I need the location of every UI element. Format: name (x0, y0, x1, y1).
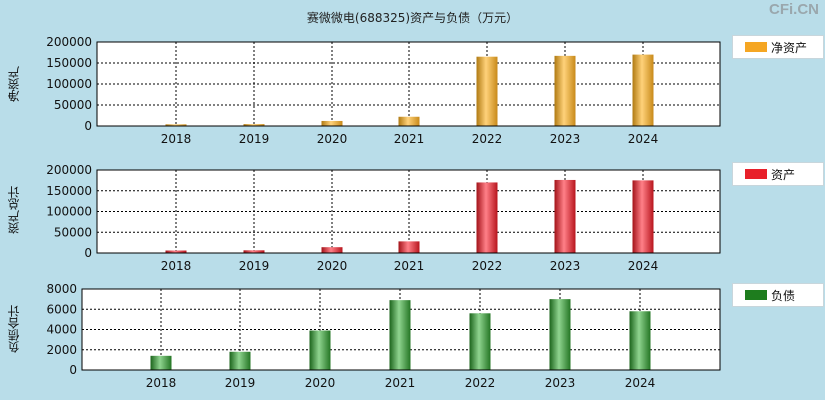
x-tick-label: 2022 (472, 259, 503, 273)
bar-2022 (469, 313, 491, 370)
y-tick-label: 6000 (46, 302, 77, 316)
y-axis-label-total-liabilities: 负债合计 (7, 305, 21, 353)
legend-assets: 资产 (732, 162, 824, 186)
bar-2021 (398, 241, 420, 253)
bar-2022 (476, 56, 498, 127)
x-tick-label: 2019 (225, 376, 256, 390)
legend-label: 负债 (771, 289, 796, 303)
bar-2022 (476, 182, 498, 253)
bar-2020 (309, 330, 331, 370)
bar-2024 (632, 54, 654, 126)
x-tick-label: 2018 (161, 132, 192, 146)
y-tick-label: 50000 (54, 225, 92, 239)
y-tick-label: 100000 (46, 205, 92, 219)
bar-2023 (554, 55, 576, 126)
bar-2024 (632, 180, 654, 253)
x-tick-label: 2018 (146, 376, 177, 390)
x-tick-label: 2021 (394, 259, 425, 273)
chart-panel-0: 0 50000 100000 150000 200000 2018 2019 2020 2021… (46, 35, 721, 146)
x-tick-label: 2023 (550, 259, 581, 273)
x-tick-label: 2024 (628, 259, 659, 273)
legend-swatch-icon (745, 42, 767, 52)
watermark-logo: CFi.CN (769, 1, 819, 18)
y-tick-label: 100000 (46, 77, 92, 91)
y-tick-label: 8000 (46, 282, 77, 296)
y-tick-label: 0 (84, 246, 92, 260)
legend-label: 净资产 (771, 41, 808, 55)
x-tick-label: 2024 (628, 132, 659, 146)
x-tick-label: 2019 (239, 259, 270, 273)
x-tick-label: 2023 (545, 376, 576, 390)
legend-liabilities: 负债 (732, 283, 824, 307)
x-tick-label: 2021 (385, 376, 416, 390)
x-tick-label: 2020 (305, 376, 336, 390)
y-tick-label: 2000 (46, 343, 77, 357)
chart-panel-1: 0 50000 100000 150000 200000 2018 2019 2020 2021… (46, 163, 721, 273)
bar-2020 (321, 120, 343, 126)
bar-2020 (321, 247, 343, 253)
legend-net-assets: 净资产 (732, 35, 824, 59)
bar-2019 (243, 124, 265, 126)
bar-2021 (398, 116, 420, 126)
x-tick-label: 2019 (239, 132, 270, 146)
bar-2018 (150, 355, 172, 370)
x-tick-label: 2022 (472, 132, 503, 146)
x-tick-label: 2024 (625, 376, 656, 390)
x-tick-label: 2018 (161, 259, 192, 273)
x-tick-label: 2021 (394, 132, 425, 146)
y-tick-label: 0 (84, 119, 92, 133)
bar-2023 (549, 299, 571, 370)
bar-2019 (229, 351, 251, 370)
y-tick-label: 200000 (46, 35, 92, 49)
y-tick-label: 150000 (46, 56, 92, 70)
bar-2018 (165, 250, 187, 253)
x-tick-label: 2022 (465, 376, 496, 390)
bar-2023 (554, 179, 576, 253)
x-tick-label: 2020 (317, 259, 348, 273)
chart-title: 赛微微电(688325)资产与负债（万元） (306, 11, 519, 25)
legend-label: 资产 (771, 168, 796, 182)
bar-2024 (629, 311, 651, 370)
y-axis-label-total-assets: 资产总计 (7, 186, 21, 234)
bar-2021 (389, 300, 411, 370)
legend-swatch-icon (745, 169, 767, 179)
legend-swatch-icon (745, 290, 767, 300)
bar-2018 (165, 124, 187, 126)
chart-panel-2: 0 2000 4000 6000 8000 2018 2019 2020 2021 2022 202… (46, 282, 721, 390)
y-tick-label: 50000 (54, 98, 92, 112)
y-tick-label: 4000 (46, 323, 77, 337)
y-tick-label: 150000 (46, 184, 92, 198)
x-tick-label: 2023 (550, 132, 581, 146)
y-axis-label-net-assets: 净资产 (7, 66, 21, 102)
bar-2019 (243, 250, 265, 253)
y-tick-label: 200000 (46, 163, 92, 177)
y-tick-label: 0 (69, 363, 77, 377)
x-tick-label: 2020 (317, 132, 348, 146)
